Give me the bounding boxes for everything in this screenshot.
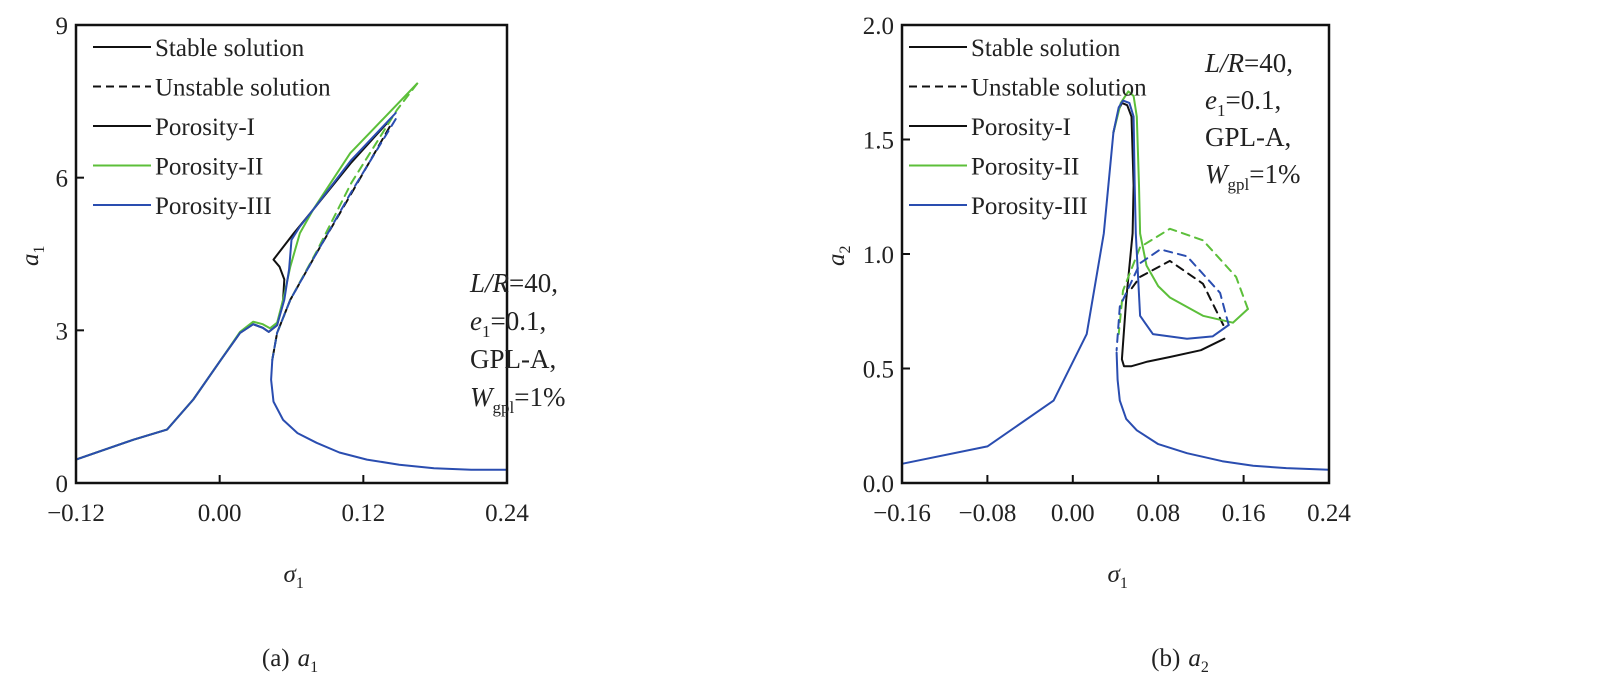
legend-label: Porosity-II (971, 154, 1079, 181)
series-line-lower-stable-branch (270, 358, 508, 471)
legend-label: Porosity-I (971, 114, 1071, 141)
figure-caption: (b) a2 (1151, 645, 1209, 676)
y-tick-label: 9 (56, 13, 69, 40)
x-tick-label: 0.00 (198, 500, 242, 527)
x-tick-label: −0.16 (873, 500, 931, 527)
series-line-porosity-iii-stable (901, 99, 1230, 465)
series-line-porosity-ii-unstable (271, 82, 419, 361)
parameter-annotation: L/R=40, e1=0.1,GPL-A, Wgpl=1% (469, 268, 565, 417)
x-axis-label: σ1 (1108, 561, 1128, 592)
series-line-porosity-i-unstable (1127, 259, 1225, 326)
series-line-porosity-ii-unstable (1117, 227, 1249, 336)
series-line-lower-stable-branch (1115, 351, 1330, 471)
y-axis-label: a2 (823, 246, 854, 267)
y-tick-label: 0 (56, 471, 69, 498)
parameter-annotation: L/R=40, e1=0.1,GPL-A, Wgpl=1% (1204, 48, 1300, 194)
legend: Stable solution Unstable solution Porosity… (909, 35, 1147, 220)
plot-frame (74, 23, 509, 485)
x-tick-label: −0.12 (47, 500, 105, 527)
annotation-line: Wgpl=1% (1205, 159, 1300, 194)
y-tick-label: 1.0 (863, 242, 894, 269)
legend-label: Porosity-III (155, 193, 272, 220)
x-tick-label: 0.16 (1222, 500, 1266, 527)
legend: Stable solution Unstable solution Porosity… (93, 35, 331, 220)
annotation-line: GPL-A, (1205, 122, 1291, 152)
x-tick-label: 0.12 (341, 500, 385, 527)
annotation-line: e1=0.1, (470, 306, 546, 341)
series-line-porosity-iii-stable (75, 112, 397, 461)
x-axis-label: σ1 (284, 561, 304, 592)
annotation-line: Wgpl=1% (470, 382, 565, 417)
legend-label: Unstable solution (971, 75, 1147, 102)
x-tick-label: −0.08 (958, 500, 1016, 527)
y-axis-label: a1 (17, 246, 48, 267)
series-line-porosity-i-stable (1112, 101, 1226, 368)
legend-label: Porosity-II (155, 154, 263, 181)
annotation-line: L/R=40, (469, 268, 558, 298)
y-tick-label: 3 (56, 318, 69, 345)
figure-caption: (a) a1 (262, 645, 318, 676)
annotation-line: GPL-A, (470, 344, 556, 374)
chart-b: −0.16 −0.08 0.00 0.08 0.16 0.24 0.0 0.5 1.0 1.5 2.… (823, 13, 1351, 676)
legend-label: Unstable solution (155, 75, 331, 102)
series-line-porosity-iii-unstable (1115, 248, 1230, 352)
x-tick-label: 0.24 (1307, 500, 1351, 527)
series-line-porosity-i-unstable (271, 125, 391, 361)
y-tick-label: 6 (56, 166, 69, 193)
y-tick-label: 0.0 (863, 471, 894, 498)
y-tick-label: 0.5 (863, 357, 894, 384)
legend-label: Porosity-III (971, 193, 1088, 220)
y-tick-label: 1.5 (863, 128, 894, 155)
series-line-porosity-ii-stable (1112, 90, 1249, 324)
legend-label: Stable solution (155, 35, 305, 62)
legend-label: Stable solution (971, 35, 1121, 62)
chart-a: −0.12 0.00 0.12 0.24 0 3 6 9 σ1 a1 (a) a1 Stable sol… (17, 13, 565, 676)
series-line-porosity-iii-unstable (271, 118, 397, 361)
annotation-line: e1=0.1, (1205, 85, 1281, 120)
annotation-line: L/R=40, (1204, 48, 1293, 78)
x-tick-label: 0.24 (485, 500, 529, 527)
x-tick-label: 0.00 (1051, 500, 1095, 527)
legend-label: Porosity-I (155, 114, 255, 141)
x-tick-label: 0.08 (1136, 500, 1180, 527)
y-tick-label: 2.0 (863, 13, 894, 40)
